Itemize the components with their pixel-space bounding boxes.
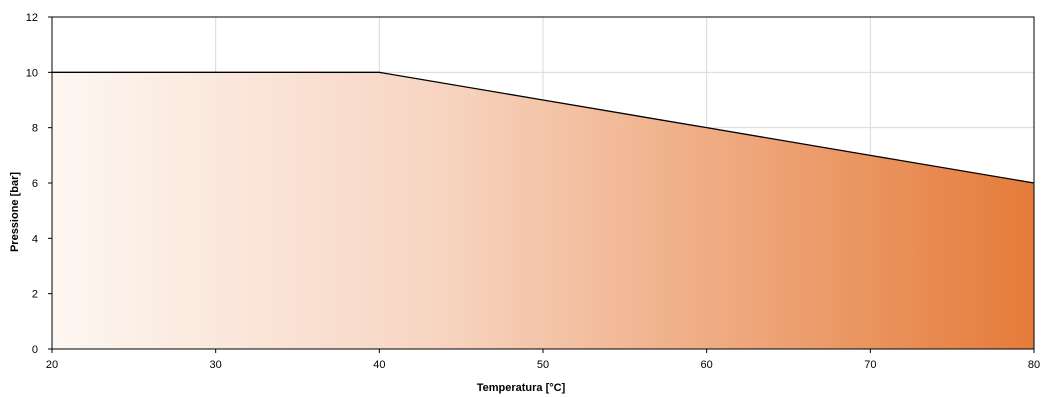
x-tick-label: 30 xyxy=(210,359,222,371)
area-fill xyxy=(52,72,1034,349)
y-tick-label: 0 xyxy=(32,344,38,356)
y-tick-label: 8 xyxy=(32,123,38,135)
series-line xyxy=(52,71,1035,184)
y-tick-label: 2 xyxy=(32,289,38,301)
y-axis-ticks: 0 2 4 6 8 10 12 xyxy=(26,12,52,356)
x-tick-label: 20 xyxy=(46,359,58,371)
x-axis-title: Temperatura [°C] xyxy=(477,382,566,394)
y-tick-label: 12 xyxy=(26,12,38,24)
y-tick-label: 4 xyxy=(32,233,38,245)
y-axis-title: Pressione [bar] xyxy=(9,172,21,252)
y-tick-label: 10 xyxy=(26,67,38,79)
x-tick-label: 80 xyxy=(1028,359,1040,371)
area-layer xyxy=(52,71,1035,349)
y-tick-label: 6 xyxy=(32,178,38,190)
x-tick-label: 60 xyxy=(701,359,713,371)
x-tick-label: 50 xyxy=(537,359,549,371)
x-axis-ticks: 20 30 40 50 60 70 80 xyxy=(46,349,1040,371)
x-tick-label: 40 xyxy=(373,359,385,371)
x-tick-label: 70 xyxy=(864,359,876,371)
